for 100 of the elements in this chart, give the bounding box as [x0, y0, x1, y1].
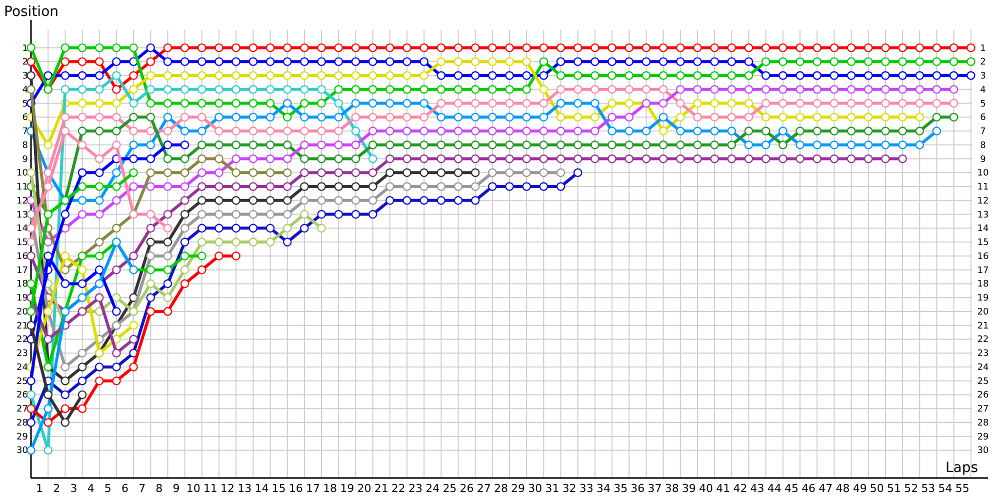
x-tick-label: 45 [784, 482, 798, 495]
y-tick-label: 29 [16, 432, 28, 442]
y-tick-label: 14 [16, 224, 28, 234]
x-tick-label: 7 [138, 482, 146, 495]
x-tick-label: 19 [340, 482, 354, 495]
x-tick-label: 17 [306, 482, 320, 495]
x-tick-label: 48 [836, 482, 850, 495]
y2-tick-label: 2 [980, 58, 986, 68]
y-tick-label: 18 [16, 280, 28, 290]
x-tick-label: 23 [408, 482, 423, 495]
y2-tick-label: 17 [977, 266, 989, 276]
y2-tick-label: 10 [977, 168, 989, 179]
x-tick-label: 38 [664, 482, 679, 495]
y2-tick-label: 5 [980, 99, 986, 110]
y2-tick-label: 28 [977, 418, 989, 428]
y-tick-label: 23 [16, 349, 28, 360]
x-tick-label: 49 [852, 482, 867, 495]
x-tick-label: 37 [648, 482, 662, 495]
y2-tick-label: 22 [977, 335, 989, 346]
x-tick-label: 50 [870, 482, 884, 495]
x-tick-label: 41 [716, 482, 730, 495]
y-tick-label: 17 [16, 266, 28, 276]
y2-tick-label: 7 [980, 127, 986, 138]
y-tick-label: 3 [22, 72, 28, 82]
y2-tick-label: 14 [977, 224, 989, 234]
x-tick-label: 28 [494, 482, 508, 495]
y2-tick-label: 24 [977, 362, 989, 373]
y-tick-label: 26 [16, 390, 28, 401]
y-tick-label: 25 [16, 376, 28, 387]
x-tick-label: 27 [476, 482, 491, 495]
x-tick-label: 9 [172, 482, 180, 495]
x-tick-label: 36 [630, 482, 645, 495]
x-tick-label: 33 [579, 482, 594, 495]
x-tick-label: 51 [887, 482, 902, 495]
x-tick-label: 25 [442, 482, 457, 495]
x-tick-label: 21 [374, 482, 388, 495]
y-tick-label: 28 [16, 418, 28, 428]
x-tick-label: 3 [70, 482, 78, 495]
y2-tick-label: 23 [977, 349, 989, 360]
y2-tick-label: 26 [977, 390, 989, 401]
x-tick-label: 18 [323, 482, 338, 495]
x-tick-label: 4 [87, 482, 94, 495]
x-tick-label: 39 [682, 482, 696, 495]
x-tick-label: 10 [186, 482, 200, 495]
y2-tick-label: 21 [977, 321, 989, 332]
y-tick-label: 16 [16, 252, 28, 262]
x-tick-label: 2 [53, 482, 60, 495]
y-axis-title: Position [4, 4, 59, 20]
x-tick-label: 22 [391, 482, 406, 495]
x-tick-label: 44 [767, 482, 782, 495]
y2-tick-label: 4 [980, 85, 986, 96]
y-tick-label: 2 [22, 58, 28, 68]
y2-tick-label: 16 [977, 252, 989, 262]
x-tick-label: 1 [36, 482, 44, 495]
y-tick-label: 19 [16, 294, 28, 304]
y-tick-label: 8 [22, 140, 28, 151]
y2-tick-label: 27 [977, 404, 989, 415]
x-tick-label: 35 [614, 482, 628, 495]
x-tick-label: 29 [511, 482, 526, 495]
y-tick-label: 24 [16, 362, 28, 373]
x-tick-label: 20 [357, 482, 372, 495]
y-tick-label: 7 [22, 127, 28, 138]
x-tick-label: 55 [955, 482, 970, 495]
y2-tick-label: 1 [980, 44, 986, 54]
y2-tick-label: 13 [977, 210, 989, 220]
x-tick-label: 31 [545, 482, 560, 495]
x-tick-label: 46 [802, 482, 816, 495]
y-tick-label: 15 [16, 238, 28, 248]
x-axis-title: Laps [945, 460, 978, 476]
y2-tick-label: 25 [977, 376, 989, 387]
y2-tick-label: 8 [980, 140, 986, 151]
y-tick-label: 1 [22, 44, 28, 54]
y-tick-label: 11 [16, 182, 28, 193]
x-tick-label: 15 [272, 482, 286, 495]
x-tick-label: 47 [818, 482, 833, 495]
y2-tick-label: 18 [977, 280, 989, 290]
y-tick-label: 13 [16, 210, 28, 220]
y-tick-label: 5 [22, 99, 28, 110]
y-tick-label: 27 [16, 404, 28, 415]
x-tick-label: 6 [121, 482, 128, 495]
y2-tick-label: 6 [980, 113, 986, 124]
x-tick-label: 34 [596, 482, 610, 495]
x-tick-label: 42 [733, 482, 748, 495]
x-tick-label: 16 [288, 482, 303, 495]
x-tick-label: 8 [156, 482, 163, 495]
x-tick-label: 40 [699, 482, 714, 495]
x-tick-label: 26 [460, 482, 474, 495]
x-tick-label: 54 [938, 482, 952, 495]
x-tick-label: 32 [562, 482, 576, 495]
x-tick-label: 30 [528, 482, 542, 495]
y-tick-label: 4 [22, 85, 28, 96]
y2-tick-label: 9 [980, 154, 986, 165]
y2-tick-label: 30 [977, 446, 989, 456]
y-tick-label: 9 [22, 154, 28, 165]
y-tick-label: 22 [16, 335, 28, 346]
x-tick-label: 24 [426, 482, 440, 495]
x-tick-label: 13 [238, 482, 252, 495]
y-tick-label: 21 [16, 321, 28, 332]
y2-tick-label: 12 [977, 196, 989, 206]
x-tick-label: 12 [220, 482, 235, 495]
